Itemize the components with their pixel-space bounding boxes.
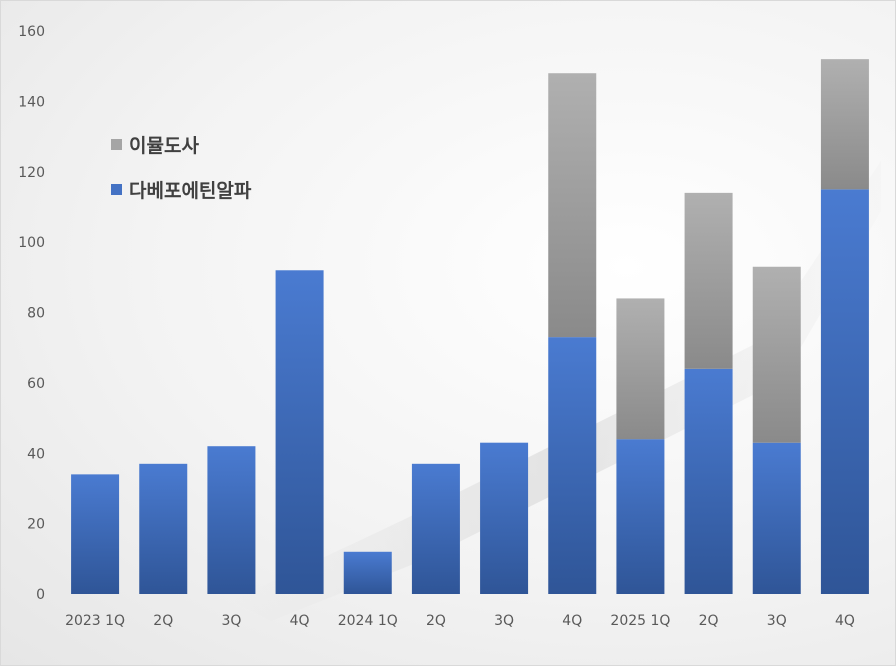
x-tick-label: 4Q [562,613,582,629]
legend-swatch [111,139,122,150]
bar-series1 [820,189,869,594]
x-tick-label: 2Q [426,613,446,629]
bar-series2 [616,298,665,440]
bar-series1 [548,337,597,594]
bar-series1 [71,474,120,594]
y-tick-label: 160 [18,24,45,40]
bar-series1 [480,442,529,594]
y-tick-label: 100 [18,235,45,251]
x-tick-label: 4Q [835,613,855,629]
x-tick-label: 2024 1Q [338,613,398,629]
y-tick-label: 120 [18,165,45,181]
bar-series2 [548,73,597,338]
legend-swatch [111,184,122,195]
bar-series1 [411,463,460,594]
bar-series2 [684,192,733,369]
y-tick-label: 60 [27,376,45,392]
y-tick-label: 20 [27,517,45,533]
x-tick-label: 2023 1Q [65,613,125,629]
bar-series1 [275,270,324,594]
x-tick-label: 3Q [221,613,241,629]
x-tick-label: 2Q [153,613,173,629]
y-tick-label: 40 [27,446,45,462]
bar-series1 [684,368,733,594]
bar-series1 [139,463,188,594]
x-tick-label: 2Q [699,613,719,629]
x-tick-label: 4Q [290,613,310,629]
y-axis: 0 20 40 60 80 100 120 140 160 [18,24,45,603]
bar-series2 [752,266,801,443]
bar-series1 [616,439,665,594]
legend-label: 이뮬도사 [129,135,199,157]
y-tick-label: 140 [18,94,45,110]
bar-series2 [820,59,869,190]
x-tick-label: 2025 1Q [610,613,670,629]
x-axis: 2023 1Q 2Q 3Q 4Q 2024 1Q 2Q 3Q 4Q 2025 1Q 2Q 3Q 4Q [65,613,855,629]
x-tick-label: 3Q [767,613,787,629]
legend-label: 다베포에틴알파 [129,180,252,202]
bar-series1 [207,446,256,594]
x-tick-label: 3Q [494,613,514,629]
bar-series1 [343,551,392,594]
bar-series1 [752,442,801,594]
y-tick-label: 0 [36,587,45,603]
y-tick-label: 80 [27,306,45,322]
bars-layer [71,59,869,594]
